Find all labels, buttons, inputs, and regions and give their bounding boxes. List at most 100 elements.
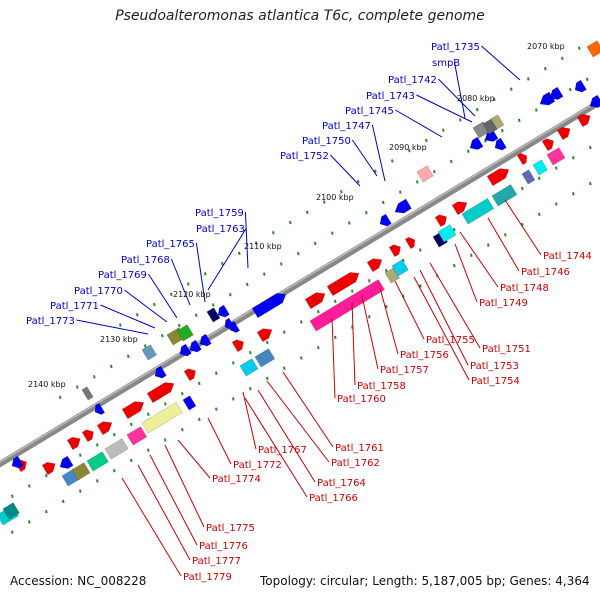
forward-gene [404,236,416,250]
gene-block [81,386,94,401]
tick-mark [297,252,300,256]
tick-mark [266,340,269,345]
gene-label: Patl_1769 [98,270,147,281]
tick-mark [391,159,394,163]
tick-mark [518,118,521,123]
tick-mark [572,156,575,160]
tick-mark [535,108,538,112]
tick-mark [527,77,530,81]
tick-mark [317,309,320,314]
forward-gene [146,382,175,404]
label-leader [195,242,206,303]
label-leader [170,258,191,306]
tick-mark [589,181,592,186]
gene-label: Patl_1767 [258,445,307,456]
forward-gene [66,436,81,451]
forward-gene [366,258,383,273]
gene-label: Patl_1747 [322,121,371,132]
tick-mark [170,292,173,297]
label-leader [100,304,156,329]
tick-mark [161,334,164,338]
tick-mark [153,302,156,307]
gene-block [432,231,449,248]
tick-mark [476,108,479,112]
summary-text: Topology: circular; Length: 5,187,005 bp… [260,574,590,588]
tick-mark [538,212,541,217]
gene-block [309,279,385,332]
tick-mark [28,484,31,488]
label-leader [147,273,178,319]
gene-label: Patl_1757 [380,365,429,376]
gene-label: Patl_1746 [521,267,570,278]
label-leader [416,94,473,123]
gene-label: Patl_1754 [471,376,520,387]
label-leader [244,211,249,269]
label-leader [371,124,386,182]
reverse-gene [59,455,74,469]
tick-mark [365,210,368,215]
tick-mark [272,231,275,235]
gene-label: Patl_1772 [233,460,282,471]
label-leader [453,61,466,119]
tick-mark [416,180,419,184]
gene-block [482,118,499,135]
gene-block [490,114,505,130]
label-leader [124,289,168,323]
tick-mark [93,375,96,379]
tick-mark [62,499,65,504]
forward-gene [256,328,273,343]
tick-mark [493,97,496,102]
label-leader [419,269,469,366]
tick-mark [178,323,181,328]
gene-block [176,324,194,342]
reverse-gene [379,213,392,227]
tick-mark [59,395,62,399]
tick-mark [402,258,405,263]
label-leader [481,45,521,81]
tick-mark [113,433,116,437]
tick-mark [187,282,190,286]
tick-mark [300,320,303,324]
tick-mark [147,412,150,416]
tick-mark [569,87,572,92]
forward-gene [388,244,401,258]
ruler-label: 2110 kbp [244,242,282,251]
tick-mark [147,448,150,452]
label-leader [351,301,356,386]
gene-label: Patl_1764 [317,478,366,489]
gene-label: Patl_1760 [337,394,386,405]
tick-mark [266,376,269,381]
gene-label: Patl_1762 [331,458,380,469]
tick-mark [283,366,286,370]
tick-mark [263,272,266,276]
reverse-gene [189,339,202,353]
tick-mark [487,243,490,247]
tick-mark [181,391,184,396]
ruler-label: 2130 kbp [100,335,138,344]
tick-mark [96,479,99,483]
label-leader [379,287,399,355]
forward-gene [486,168,510,187]
gene-label: Patl_1749 [479,298,528,309]
ruler-label: 2080 kbp [457,94,495,103]
gene-block [491,184,518,207]
tick-mark [238,251,241,255]
forward-gene [541,138,554,152]
tick-mark [249,350,252,355]
tick-mark [555,202,558,206]
tick-mark [348,221,351,225]
tick-mark [164,438,167,442]
gene-label: Patl_1748 [500,283,549,294]
tick-mark [334,299,337,304]
tick-mark [249,386,252,391]
gene-block [532,159,549,176]
gene-label: Patl_1756 [400,350,449,361]
tick-mark [246,282,249,287]
tick-mark [164,402,167,406]
gene-block [384,267,401,284]
reverse-gene [199,333,212,347]
label-leader [207,227,247,291]
tick-mark [11,530,14,534]
label-leader [351,139,378,177]
reverse-gene [224,317,236,330]
